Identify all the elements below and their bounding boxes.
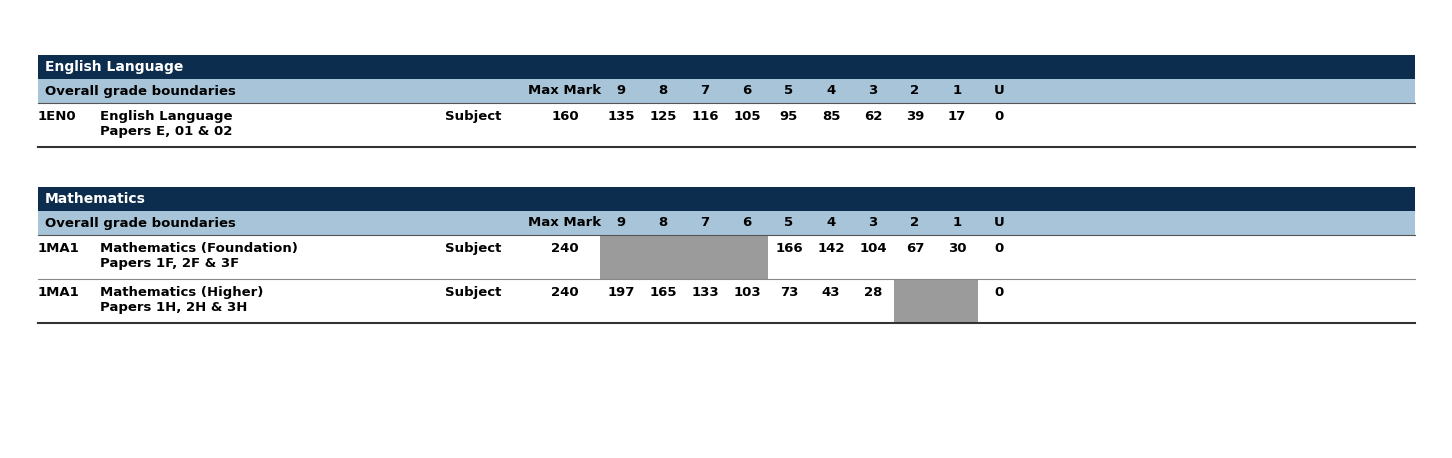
Bar xyxy=(38,79,1416,103)
Bar xyxy=(38,55,1416,79)
Bar xyxy=(726,235,768,279)
Bar xyxy=(38,187,1416,211)
Text: 7: 7 xyxy=(700,217,710,229)
Text: 6: 6 xyxy=(742,217,752,229)
Text: 103: 103 xyxy=(733,286,761,299)
Text: Overall grade boundaries: Overall grade boundaries xyxy=(45,84,235,98)
Text: 62: 62 xyxy=(864,110,883,123)
Text: 0: 0 xyxy=(995,110,1003,123)
Text: 30: 30 xyxy=(948,242,966,255)
Bar xyxy=(937,279,979,323)
Text: 2: 2 xyxy=(910,217,919,229)
Text: Mathematics (Higher): Mathematics (Higher) xyxy=(100,286,263,299)
Bar xyxy=(600,235,642,279)
Text: Subject: Subject xyxy=(444,286,501,299)
Text: 39: 39 xyxy=(906,110,923,123)
Text: 133: 133 xyxy=(691,286,719,299)
Text: 9: 9 xyxy=(617,217,626,229)
Text: 0: 0 xyxy=(995,286,1003,299)
Bar xyxy=(38,279,1416,323)
Text: 1EN0: 1EN0 xyxy=(38,110,77,123)
Bar xyxy=(38,211,1416,235)
Text: 197: 197 xyxy=(607,286,635,299)
Text: 73: 73 xyxy=(780,286,799,299)
Text: 240: 240 xyxy=(552,286,579,299)
Text: 9: 9 xyxy=(617,84,626,98)
Text: Subject: Subject xyxy=(444,110,501,123)
Text: 5: 5 xyxy=(784,84,794,98)
Text: 160: 160 xyxy=(552,110,579,123)
Bar xyxy=(894,279,937,323)
Text: 7: 7 xyxy=(700,84,710,98)
Text: 1: 1 xyxy=(953,217,961,229)
Text: 165: 165 xyxy=(649,286,677,299)
Text: Subject: Subject xyxy=(444,242,501,255)
Text: 1MA1: 1MA1 xyxy=(38,286,80,299)
Text: 28: 28 xyxy=(864,286,883,299)
Text: U: U xyxy=(993,84,1005,98)
Bar xyxy=(38,235,1416,279)
Text: 4: 4 xyxy=(826,84,835,98)
Text: 105: 105 xyxy=(733,110,761,123)
Text: 85: 85 xyxy=(822,110,841,123)
Text: 8: 8 xyxy=(658,84,668,98)
Text: 43: 43 xyxy=(822,286,841,299)
Text: 1: 1 xyxy=(953,84,961,98)
Text: 17: 17 xyxy=(948,110,966,123)
Text: Mathematics: Mathematics xyxy=(45,192,145,206)
Text: 166: 166 xyxy=(775,242,803,255)
Bar xyxy=(684,235,726,279)
Text: U: U xyxy=(993,217,1005,229)
Text: Max Mark: Max Mark xyxy=(529,217,601,229)
Text: 5: 5 xyxy=(784,217,794,229)
Text: 125: 125 xyxy=(649,110,677,123)
Text: 142: 142 xyxy=(817,242,845,255)
Text: Papers 1H, 2H & 3H: Papers 1H, 2H & 3H xyxy=(100,301,247,314)
Text: Overall grade boundaries: Overall grade boundaries xyxy=(45,217,235,229)
Bar xyxy=(38,103,1416,147)
Text: Papers E, 01 & 02: Papers E, 01 & 02 xyxy=(100,125,232,138)
Text: 135: 135 xyxy=(607,110,635,123)
Text: 104: 104 xyxy=(860,242,887,255)
Text: 1MA1: 1MA1 xyxy=(38,242,80,255)
Text: Mathematics (Foundation): Mathematics (Foundation) xyxy=(100,242,298,255)
Text: 116: 116 xyxy=(691,110,719,123)
Text: 0: 0 xyxy=(995,242,1003,255)
Text: 3: 3 xyxy=(868,84,877,98)
Text: 2: 2 xyxy=(910,84,919,98)
Text: 4: 4 xyxy=(826,217,835,229)
Text: 6: 6 xyxy=(742,84,752,98)
Text: English Language: English Language xyxy=(45,60,183,74)
Text: 240: 240 xyxy=(552,242,579,255)
Text: Papers 1F, 2F & 3F: Papers 1F, 2F & 3F xyxy=(100,257,240,270)
Text: 8: 8 xyxy=(658,217,668,229)
Bar xyxy=(642,235,684,279)
Text: 67: 67 xyxy=(906,242,923,255)
Text: 3: 3 xyxy=(868,217,877,229)
Text: Max Mark: Max Mark xyxy=(529,84,601,98)
Text: 95: 95 xyxy=(780,110,799,123)
Text: English Language: English Language xyxy=(100,110,232,123)
